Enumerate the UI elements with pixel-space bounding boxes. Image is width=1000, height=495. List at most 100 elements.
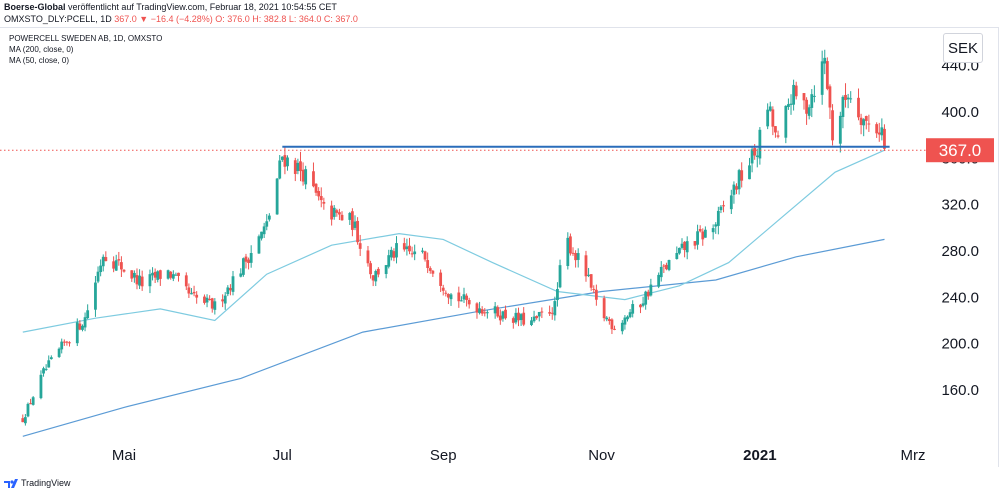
candle-body: [239, 273, 243, 277]
candle-body: [410, 253, 414, 255]
candle-body: [558, 265, 562, 288]
candle-body: [449, 294, 453, 300]
candle-body: [462, 294, 466, 300]
candle-body: [293, 160, 297, 174]
candle-body: [335, 210, 339, 213]
candle-body: [78, 323, 82, 330]
candle-body: [703, 229, 707, 238]
candle-body: [49, 357, 53, 360]
publish-info: Boerse-Global veröffentlicht auf Trading…: [4, 2, 337, 12]
candle-body: [405, 246, 409, 250]
candle-body: [644, 291, 648, 305]
candle-body: [641, 303, 645, 306]
candle-body: [883, 128, 886, 149]
candle-body: [153, 271, 157, 278]
candle-body: [532, 316, 536, 322]
legend-title: POWERCELL SWEDEN AB, 1D, OMXSTO: [9, 34, 163, 43]
candle-body: [86, 310, 90, 319]
candle-body: [729, 195, 733, 210]
candle-body: [366, 250, 370, 264]
candle-body: [39, 374, 43, 399]
candle-body: [275, 178, 279, 215]
candle-body: [576, 253, 580, 260]
candle-body: [330, 205, 334, 220]
y-tick-label: 160.0: [941, 382, 979, 399]
candle-body: [498, 315, 502, 321]
candle-body: [402, 243, 406, 250]
candle-body: [187, 287, 191, 294]
candle-body: [317, 191, 321, 197]
candle-body: [812, 95, 816, 97]
candle-body: [605, 317, 609, 320]
candle-body: [504, 309, 507, 319]
candle-body: [548, 312, 552, 314]
candle-body: [569, 236, 572, 254]
candle-body: [44, 368, 48, 370]
candle-body: [104, 257, 108, 262]
candle-body: [838, 115, 842, 144]
candle-body: [649, 284, 653, 296]
candle-body: [431, 270, 435, 274]
candle-body: [875, 124, 879, 134]
x-tick-label: Jul: [273, 447, 292, 464]
candle-body: [195, 294, 199, 298]
candle-body: [62, 341, 66, 343]
candle-body: [439, 272, 443, 286]
candle-body: [332, 207, 336, 217]
last-price-header: 367.0: [114, 14, 137, 24]
candle-body: [151, 272, 154, 276]
y-tick-label: 400.0: [941, 104, 979, 121]
candle-body: [156, 271, 160, 280]
candle-body: [810, 94, 814, 108]
candle-body: [101, 256, 105, 267]
candle-body: [301, 169, 305, 182]
candle-body: [766, 109, 770, 127]
candle-body: [877, 132, 881, 135]
candle-body: [174, 274, 178, 276]
candle-body: [447, 293, 450, 298]
candle-body: [517, 312, 520, 321]
candle-body: [514, 312, 518, 323]
candle-body: [94, 282, 97, 310]
candle-body: [428, 268, 432, 271]
candle-body: [550, 312, 554, 314]
candle-body: [732, 184, 736, 195]
candle-body: [262, 226, 266, 235]
candle-body: [537, 312, 541, 317]
candle-body: [465, 295, 468, 300]
candle-body: [247, 259, 250, 264]
candle-body: [792, 84, 796, 105]
candle-body: [714, 224, 718, 227]
candle-body: [387, 255, 391, 267]
chart-frame: [0, 27, 999, 467]
candle-body: [880, 127, 884, 136]
candle-body: [286, 157, 289, 167]
candle-body: [395, 243, 398, 258]
candle-body: [132, 272, 136, 278]
candle-body: [408, 245, 411, 252]
candle-body: [413, 251, 417, 255]
candle-body: [213, 301, 217, 310]
candle-body: [26, 403, 30, 417]
currency-button[interactable]: SEK: [943, 33, 983, 63]
candle-body: [698, 229, 702, 232]
candle-body: [696, 231, 699, 245]
candle-body: [628, 312, 632, 318]
candle-body: [314, 183, 318, 193]
candle-body: [665, 264, 668, 270]
candle-body: [678, 247, 681, 254]
candle-body: [81, 325, 84, 330]
candle-body: [771, 109, 775, 127]
candle-body: [864, 116, 868, 121]
candle-body: [257, 236, 261, 254]
candle-body: [753, 147, 757, 156]
candle-body: [68, 342, 71, 344]
candle-body: [260, 231, 263, 239]
candle-body: [371, 275, 375, 281]
candle-body: [511, 318, 515, 323]
candle-body: [657, 274, 661, 287]
candle-body: [768, 106, 772, 111]
candle-body: [99, 265, 103, 273]
candle-body: [358, 243, 362, 249]
